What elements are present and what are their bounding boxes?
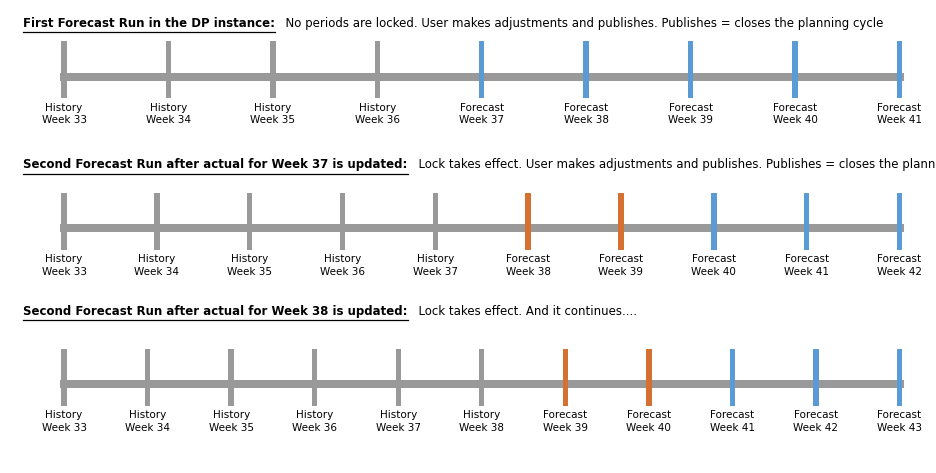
Text: History
Week 34: History Week 34 bbox=[125, 410, 170, 433]
Text: Forecast
Week 40: Forecast Week 40 bbox=[772, 103, 817, 125]
Text: No periods are locked. User makes adjustments and publishes. Publishes = closes : No periods are locked. User makes adjust… bbox=[278, 17, 884, 29]
Text: Forecast
Week 39: Forecast Week 39 bbox=[598, 254, 643, 277]
Bar bbox=[374, 42, 380, 98]
Text: History
Week 33: History Week 33 bbox=[41, 410, 87, 433]
Bar bbox=[730, 349, 735, 406]
Text: History
Week 33: History Week 33 bbox=[41, 254, 87, 277]
Text: Forecast
Week 38: Forecast Week 38 bbox=[505, 254, 550, 277]
Text: History
Week 37: History Week 37 bbox=[413, 254, 458, 277]
Bar bbox=[897, 42, 902, 98]
Text: Forecast
Week 41: Forecast Week 41 bbox=[709, 410, 754, 433]
Text: History
Week 34: History Week 34 bbox=[135, 254, 180, 277]
Bar bbox=[62, 349, 66, 406]
Text: Forecast
Week 41: Forecast Week 41 bbox=[877, 103, 922, 125]
Text: Lock takes effect. User makes adjustments and publishes. Publishes = closes the : Lock takes effect. User makes adjustment… bbox=[411, 158, 936, 171]
Text: History
Week 35: History Week 35 bbox=[209, 410, 254, 433]
Text: History
Week 36: History Week 36 bbox=[320, 254, 365, 277]
Text: Forecast
Week 38: Forecast Week 38 bbox=[563, 103, 608, 125]
Text: History
Week 33: History Week 33 bbox=[41, 103, 87, 125]
Bar bbox=[154, 193, 160, 250]
Bar bbox=[396, 349, 401, 406]
Bar bbox=[804, 193, 810, 250]
Text: Forecast
Week 39: Forecast Week 39 bbox=[668, 103, 713, 125]
Bar bbox=[60, 224, 904, 232]
Bar bbox=[563, 349, 568, 406]
Text: History
Week 37: History Week 37 bbox=[375, 410, 420, 433]
Text: Forecast
Week 40: Forecast Week 40 bbox=[692, 254, 737, 277]
Bar bbox=[813, 349, 819, 406]
Bar bbox=[340, 193, 345, 250]
Text: Forecast
Week 40: Forecast Week 40 bbox=[626, 410, 671, 433]
Bar bbox=[525, 193, 531, 250]
Bar bbox=[897, 349, 902, 406]
Text: Second Forecast Run after actual for Week 37 is updated:: Second Forecast Run after actual for Wee… bbox=[23, 158, 408, 171]
Bar bbox=[60, 73, 904, 81]
Bar bbox=[432, 193, 438, 250]
Text: Lock takes effect. And it continues....: Lock takes effect. And it continues.... bbox=[411, 305, 636, 318]
Bar bbox=[792, 42, 797, 98]
Bar bbox=[479, 349, 485, 406]
Bar bbox=[228, 349, 234, 406]
Bar bbox=[145, 349, 151, 406]
Bar bbox=[897, 193, 902, 250]
Text: Forecast
Week 43: Forecast Week 43 bbox=[877, 410, 922, 433]
Bar bbox=[479, 42, 485, 98]
Text: History
Week 36: History Week 36 bbox=[292, 410, 337, 433]
Bar bbox=[60, 380, 904, 388]
Text: History
Week 35: History Week 35 bbox=[227, 254, 272, 277]
Text: History
Week 34: History Week 34 bbox=[146, 103, 191, 125]
Bar bbox=[619, 193, 623, 250]
Text: Forecast
Week 39: Forecast Week 39 bbox=[543, 410, 588, 433]
Text: Forecast
Week 42: Forecast Week 42 bbox=[877, 254, 922, 277]
Bar bbox=[166, 42, 171, 98]
Text: History
Week 35: History Week 35 bbox=[251, 103, 296, 125]
Bar bbox=[688, 42, 694, 98]
Bar bbox=[312, 349, 317, 406]
Text: First Forecast Run in the DP instance:: First Forecast Run in the DP instance: bbox=[23, 17, 275, 29]
Text: Forecast
Week 37: Forecast Week 37 bbox=[460, 103, 505, 125]
Bar bbox=[62, 42, 66, 98]
Text: Forecast
Week 42: Forecast Week 42 bbox=[794, 410, 839, 433]
Text: History
Week 38: History Week 38 bbox=[460, 410, 505, 433]
Text: History
Week 36: History Week 36 bbox=[355, 103, 400, 125]
Bar bbox=[271, 42, 276, 98]
Bar bbox=[646, 349, 651, 406]
Bar bbox=[711, 193, 716, 250]
Bar bbox=[62, 193, 66, 250]
Text: Second Forecast Run after actual for Week 38 is updated:: Second Forecast Run after actual for Wee… bbox=[23, 305, 408, 318]
Bar bbox=[583, 42, 589, 98]
Text: Forecast
Week 41: Forecast Week 41 bbox=[784, 254, 829, 277]
Bar bbox=[247, 193, 253, 250]
